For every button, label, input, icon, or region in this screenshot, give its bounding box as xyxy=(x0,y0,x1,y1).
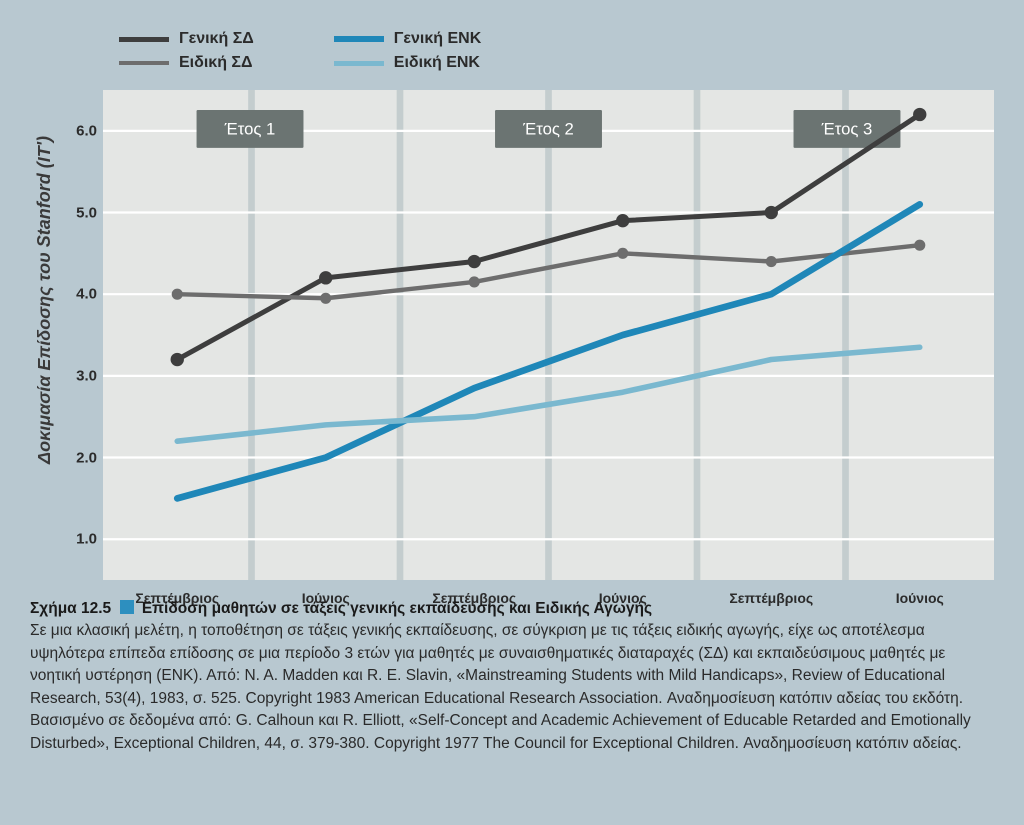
legend-label: Ειδική ΕΝΚ xyxy=(394,54,480,72)
legend-item: Ειδική ΣΔ xyxy=(119,54,254,72)
figure-body: Σε μια κλασική μελέτη, η τοποθέτηση σε τ… xyxy=(30,622,971,751)
svg-text:Έτος 3: Έτος 3 xyxy=(821,120,873,139)
figure-number: Σχήμα 12.5 xyxy=(30,600,111,617)
legend: Γενική ΣΔ Ειδική ΣΔ Γενική ΕΝΚ Ειδική ΕΝΚ xyxy=(59,20,994,90)
svg-text:Έτος 1: Έτος 1 xyxy=(224,120,276,139)
chart-inner: Γενική ΣΔΕιδική ΣΔ Γενική ΕΝΚΕιδική ΕΝΚ … xyxy=(59,20,994,580)
legend-item: Γενική ΕΝΚ xyxy=(334,30,481,48)
legend-col-1: Γενική ΣΔ Ειδική ΣΔ xyxy=(119,30,254,72)
legend-swatch xyxy=(334,61,384,66)
svg-text:Έτος 2: Έτος 2 xyxy=(522,120,574,139)
y-axis-label: Δοκιμασία Επίδοσης του Stanford (ΙΤ') xyxy=(30,128,59,472)
plot-wrap: 6.05.04.03.02.01.0 Έτος 1 Έτος 2 Έτος 3 xyxy=(59,90,994,580)
marker-icon xyxy=(120,600,134,614)
legend-item: Γενική ΣΔ xyxy=(119,30,254,48)
plot: Έτος 1 Έτος 2 Έτος 3 xyxy=(103,90,994,580)
legend-swatch xyxy=(119,61,169,65)
legend-col-2: Γενική ΕΝΚ Ειδική ΕΝΚ xyxy=(334,30,481,72)
legend-swatch xyxy=(334,36,384,42)
legend-item: Ειδική ΕΝΚ xyxy=(334,54,481,72)
y-ticks: 6.05.04.03.02.01.0 xyxy=(59,90,103,580)
legend-label: Γενική ΣΔ xyxy=(179,30,254,48)
caption: Σχήμα 12.5 Επίδοση μαθητών σε τάξεις γεν… xyxy=(30,598,994,755)
figure-title: Επίδοση μαθητών σε τάξεις γενικής εκπαίδ… xyxy=(142,600,652,617)
figure-container: Δοκιμασία Επίδοσης του Stanford (ΙΤ') Γε… xyxy=(30,20,994,755)
chart-area: Δοκιμασία Επίδοσης του Stanford (ΙΤ') Γε… xyxy=(30,20,994,580)
legend-label: Γενική ΕΝΚ xyxy=(394,30,481,48)
plot-svg: Έτος 1 Έτος 2 Έτος 3 xyxy=(103,90,994,580)
legend-swatch xyxy=(119,37,169,42)
legend-label: Ειδική ΣΔ xyxy=(179,54,253,72)
